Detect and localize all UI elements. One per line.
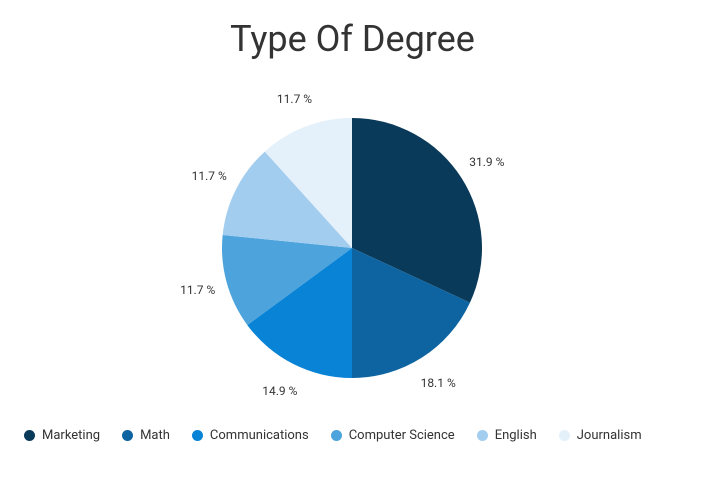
legend-label: Math: [140, 428, 170, 443]
slice-label: 11.7 %: [277, 92, 312, 106]
legend-swatch: [477, 430, 488, 441]
slice-label: 11.7 %: [192, 169, 227, 183]
legend-swatch: [331, 430, 342, 441]
chart-title: Type Of Degree: [0, 18, 705, 60]
legend-item: Communications: [192, 428, 309, 443]
legend-label: English: [495, 428, 537, 443]
legend-item: Journalism: [559, 428, 642, 443]
pie-chart: 31.9 % 18.1 % 14.9 % 11.7 % 11.7 % 11.7 %: [0, 68, 705, 428]
pie-svg: [0, 68, 705, 428]
legend-swatch: [559, 430, 570, 441]
slice-label: 14.9 %: [262, 384, 297, 398]
slice-label: 18.1 %: [421, 376, 456, 390]
slice-label: 31.9 %: [469, 155, 504, 169]
legend-item: Marketing: [24, 428, 100, 443]
legend-item: Computer Science: [331, 428, 455, 443]
legend-label: Communications: [210, 428, 309, 443]
legend-swatch: [192, 430, 203, 441]
legend-item: English: [477, 428, 537, 443]
legend-label: Marketing: [42, 428, 100, 443]
legend-swatch: [24, 430, 35, 441]
legend: Marketing Math Communications Computer Scie…: [0, 428, 705, 443]
legend-swatch: [122, 430, 133, 441]
legend-label: Computer Science: [349, 428, 455, 443]
legend-label: Journalism: [577, 428, 642, 443]
slice-label: 11.7 %: [180, 283, 215, 297]
legend-item: Math: [122, 428, 170, 443]
